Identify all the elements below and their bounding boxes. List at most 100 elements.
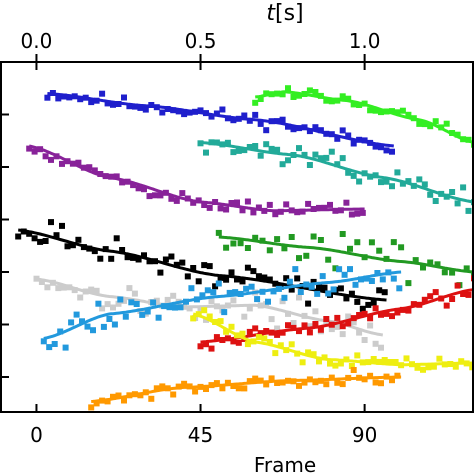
data-point-series-4 <box>31 148 38 155</box>
data-point-series-8 <box>79 318 85 325</box>
data-point-series-9 <box>443 302 450 309</box>
data-point-series-1 <box>219 106 226 113</box>
data-point-series-7 <box>230 297 237 304</box>
data-point-series-6 <box>310 233 317 240</box>
data-point-series-8 <box>177 304 184 311</box>
data-point-series-8 <box>215 280 222 287</box>
data-point-series-10 <box>381 357 388 363</box>
data-point-series-1 <box>285 123 291 130</box>
data-point-series-3 <box>268 145 275 152</box>
data-point-series-8 <box>254 296 261 303</box>
data-point-series-5 <box>250 268 257 275</box>
data-point-series-4 <box>255 204 262 211</box>
data-point-series-11 <box>115 392 122 399</box>
data-point-series-8 <box>166 304 173 311</box>
data-point-series-11 <box>334 379 341 386</box>
data-point-series-9 <box>252 325 259 332</box>
data-point-series-3 <box>203 149 209 156</box>
data-point-series-10 <box>425 364 432 371</box>
data-point-series-11 <box>110 393 116 400</box>
data-point-series-5 <box>195 278 202 285</box>
data-point-series-4 <box>179 190 186 197</box>
data-point-series-11 <box>372 379 379 386</box>
data-point-series-9 <box>274 331 281 338</box>
data-point-series-11 <box>367 372 374 379</box>
data-point-series-1 <box>290 126 297 133</box>
axes: 0 45 90 0.0 0.5 1.0 <box>1 29 381 447</box>
data-point-series-11 <box>339 381 346 388</box>
data-point-series-4 <box>157 192 164 199</box>
data-point-series-4 <box>354 210 361 217</box>
data-point-series-10 <box>420 366 426 373</box>
data-point-series-6 <box>390 239 397 246</box>
data-point-series-1 <box>312 124 319 131</box>
data-point-series-3 <box>465 207 472 214</box>
data-point-series-11 <box>389 377 395 384</box>
data-point-series-5 <box>168 253 175 260</box>
data-point-series-2 <box>427 123 434 130</box>
data-point-series-5 <box>108 255 115 262</box>
data-point-series-3 <box>345 169 352 176</box>
data-point-series-9 <box>372 305 379 312</box>
data-point-series-8 <box>336 266 343 273</box>
data-point-series-4 <box>327 201 333 208</box>
data-point-series-10 <box>332 362 339 369</box>
data-point-series-10 <box>201 307 208 314</box>
data-point-series-6 <box>449 269 456 276</box>
data-point-series-6 <box>252 234 259 241</box>
data-point-series-1 <box>121 94 127 101</box>
data-point-series-11 <box>268 375 275 382</box>
data-point-series-3 <box>334 161 341 168</box>
data-point-series-6 <box>244 245 251 251</box>
data-point-series-5 <box>294 275 301 282</box>
data-point-series-3 <box>296 145 302 152</box>
data-point-series-5 <box>64 243 71 250</box>
data-point-series-5 <box>119 247 126 253</box>
data-point-series-9 <box>421 296 428 303</box>
plot-area <box>15 85 474 411</box>
data-point-series-2 <box>421 121 428 128</box>
data-point-series-4 <box>190 199 197 206</box>
data-point-series-11 <box>274 380 281 386</box>
data-point-series-5 <box>370 299 377 306</box>
data-point-series-8 <box>297 289 304 295</box>
data-point-series-1 <box>213 110 220 117</box>
data-point-series-2 <box>285 85 291 92</box>
data-point-series-11 <box>121 397 127 404</box>
data-point-series-7 <box>55 285 62 292</box>
data-point-series-10 <box>403 355 410 362</box>
data-point-series-9 <box>334 314 341 321</box>
data-point-series-4 <box>119 179 126 186</box>
data-point-series-3 <box>405 178 412 185</box>
data-point-series-7 <box>241 313 248 320</box>
data-point-series-2 <box>356 102 363 108</box>
plot-frame <box>0 61 474 413</box>
data-point-series-5 <box>228 269 235 276</box>
data-point-series-11 <box>203 386 209 392</box>
data-point-series-9 <box>317 326 324 333</box>
data-point-series-3 <box>230 149 237 156</box>
data-point-series-11 <box>170 391 177 398</box>
data-point-series-1 <box>263 127 270 134</box>
data-point-series-7 <box>104 301 111 308</box>
data-point-series-4 <box>146 193 153 200</box>
data-point-series-10 <box>266 339 273 345</box>
top-axis-symbol: t <box>266 1 276 26</box>
data-point-series-5 <box>75 236 82 243</box>
data-point-series-8 <box>325 290 332 297</box>
data-point-series-2 <box>389 108 395 115</box>
data-point-series-4 <box>343 199 350 206</box>
data-point-series-6 <box>412 257 419 264</box>
data-point-series-8 <box>248 283 255 290</box>
fit-line-series-2 <box>255 90 474 144</box>
data-point-series-9 <box>208 345 215 352</box>
data-point-series-4 <box>217 205 224 212</box>
data-point-series-8 <box>368 278 375 284</box>
data-point-series-1 <box>378 144 384 151</box>
fit-line-series-5 <box>18 228 387 302</box>
data-point-series-6 <box>303 252 310 259</box>
data-point-series-6 <box>274 236 281 243</box>
fit-line-series-9 <box>200 288 474 344</box>
data-point-series-6 <box>215 229 222 236</box>
